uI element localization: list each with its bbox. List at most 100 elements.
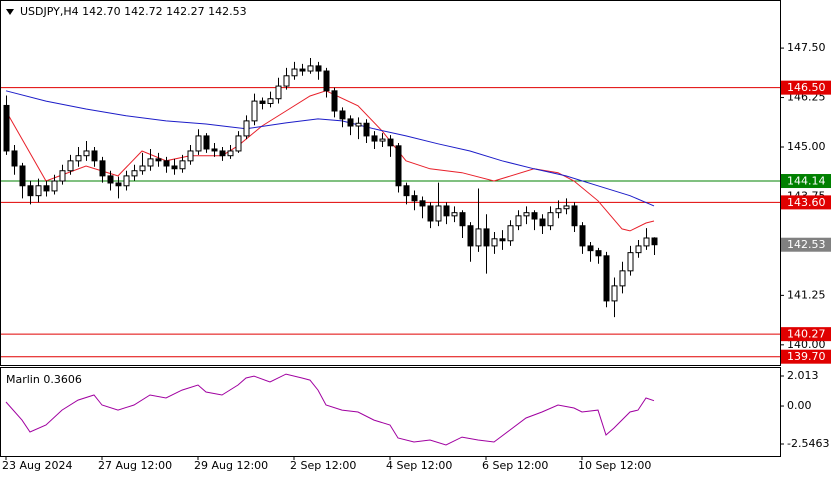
- candle-body: [43, 185, 50, 192]
- candle-body: [331, 90, 338, 112]
- candle-body: [131, 170, 138, 177]
- candle-body: [571, 205, 578, 227]
- candle-body: [219, 150, 226, 157]
- candle-body: [283, 75, 290, 87]
- indicator-tick-label: -2.5463: [787, 437, 829, 450]
- candle-body: [339, 110, 346, 120]
- x-tick-label: 10 Sep 12:00: [578, 459, 651, 472]
- price-tag-label: 144.14: [787, 175, 826, 188]
- candle-body: [155, 158, 162, 162]
- candle-body: [315, 65, 322, 72]
- candle-body: [499, 238, 506, 242]
- candle-body: [291, 68, 298, 77]
- candle-body: [379, 138, 386, 142]
- x-tick-label: 6 Sep 12:00: [482, 459, 548, 472]
- candle-body: [515, 215, 522, 227]
- candle-body: [171, 165, 178, 170]
- candle-body: [443, 205, 450, 217]
- candle-body: [411, 195, 418, 202]
- x-tick-label: 29 Aug 12:00: [194, 459, 268, 472]
- candle-body: [299, 68, 306, 72]
- candle-body: [3, 104, 10, 152]
- candle-body: [67, 160, 74, 172]
- candle-body: [91, 150, 98, 162]
- candle-body: [451, 212, 458, 217]
- candle-body: [475, 228, 482, 247]
- candle-body: [579, 225, 586, 247]
- price-tag-label: 142.53: [787, 238, 826, 251]
- price-tag: [781, 80, 831, 95]
- candle-body: [267, 98, 274, 104]
- indicator-line: [5, 373, 655, 446]
- x-tick-label: 4 Sep 12:00: [386, 459, 452, 472]
- candle-body: [195, 135, 202, 152]
- main-panel: [0, 0, 781, 366]
- indicator-title: Marlin 0.3606: [6, 373, 82, 386]
- candle-body: [491, 238, 498, 247]
- candle-body: [371, 135, 378, 142]
- candle-body: [235, 135, 242, 152]
- candle-body: [115, 182, 122, 187]
- y-tick-label: 141.25: [787, 288, 826, 301]
- y-tick-label: 147.50: [787, 41, 826, 54]
- candle-body: [51, 180, 58, 192]
- candle-body: [251, 100, 258, 122]
- candle-body: [227, 150, 234, 157]
- price-tag: [781, 237, 831, 252]
- candle-body: [523, 212, 530, 217]
- candle-body: [467, 225, 474, 247]
- candle-body: [347, 118, 354, 127]
- candle-body: [307, 65, 314, 72]
- candle-body: [355, 122, 362, 127]
- candle-body: [123, 175, 130, 187]
- x-tick-label: 27 Aug 12:00: [98, 459, 172, 472]
- candle-body: [627, 252, 634, 272]
- price-tag-label: 140.27: [787, 328, 826, 341]
- candle-body: [179, 160, 186, 170]
- candle-body: [275, 85, 282, 100]
- price-tag: [781, 174, 831, 189]
- candle-body: [427, 205, 434, 222]
- candle-body: [243, 120, 250, 137]
- candle-body: [203, 135, 210, 150]
- price-tag-label: 146.50: [787, 81, 826, 94]
- y-tick-label: 145.00: [787, 140, 826, 153]
- candle-body: [363, 122, 370, 137]
- candle-body: [323, 70, 330, 92]
- candle-body: [139, 165, 146, 172]
- candle-body: [59, 170, 66, 182]
- candle-body: [643, 237, 650, 247]
- price-tag: [781, 327, 831, 342]
- price-tag: [781, 349, 831, 364]
- candle-body: [555, 208, 562, 214]
- candle-body: [27, 185, 34, 197]
- candle-body: [419, 200, 426, 207]
- menu-triangle: [6, 9, 14, 15]
- price-tag: [781, 195, 831, 210]
- candle-body: [563, 205, 570, 210]
- price-tag-label: 143.60: [787, 196, 826, 209]
- candle-body: [187, 150, 194, 162]
- indicator-tick-label: 0.00: [787, 399, 812, 412]
- candle-body: [211, 148, 218, 152]
- candle-body: [531, 212, 538, 220]
- candle-body: [11, 150, 18, 167]
- candle-body: [259, 100, 266, 104]
- candle-body: [147, 158, 154, 167]
- candle-body: [587, 245, 594, 252]
- candle-body: [163, 160, 170, 167]
- candle-body: [107, 175, 114, 184]
- candle-body: [19, 165, 26, 187]
- indicator-panel: [0, 367, 781, 457]
- candle-body: [651, 237, 658, 246]
- candle-body: [387, 138, 394, 147]
- candle-body: [395, 145, 402, 187]
- candle-body: [507, 225, 514, 242]
- candle-body: [539, 218, 546, 227]
- candle-body: [75, 155, 82, 162]
- x-tick-label: 23 Aug 2024: [2, 459, 72, 472]
- candle-body: [635, 245, 642, 254]
- price-tag-label: 139.70: [787, 350, 826, 363]
- indicator-tick-label: 2.013: [787, 369, 819, 382]
